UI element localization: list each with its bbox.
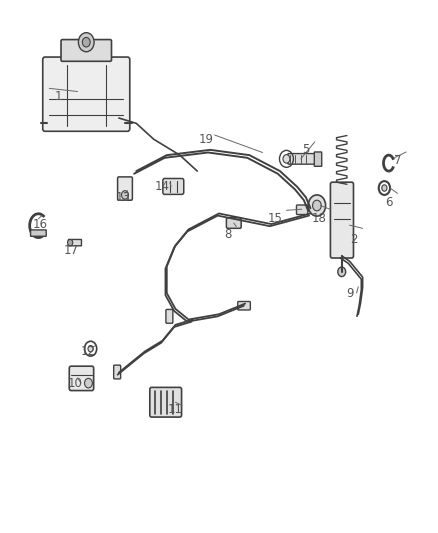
- FancyBboxPatch shape: [114, 365, 120, 379]
- Circle shape: [313, 200, 321, 211]
- FancyBboxPatch shape: [31, 230, 46, 236]
- Text: 11: 11: [168, 403, 183, 416]
- Text: 10: 10: [68, 377, 83, 390]
- Circle shape: [308, 195, 325, 216]
- Text: 18: 18: [312, 212, 327, 225]
- Circle shape: [82, 37, 90, 47]
- Circle shape: [283, 155, 290, 163]
- Text: 2: 2: [350, 233, 358, 246]
- FancyBboxPatch shape: [61, 39, 112, 61]
- Text: 12: 12: [81, 345, 96, 358]
- Circle shape: [85, 378, 92, 388]
- Text: 13: 13: [116, 191, 131, 204]
- FancyBboxPatch shape: [238, 302, 251, 310]
- Text: 7: 7: [394, 154, 401, 167]
- FancyBboxPatch shape: [166, 310, 173, 323]
- FancyBboxPatch shape: [117, 177, 132, 200]
- Text: 15: 15: [268, 212, 283, 225]
- Circle shape: [88, 345, 93, 352]
- Text: 8: 8: [224, 228, 231, 241]
- Text: 19: 19: [198, 133, 213, 146]
- FancyBboxPatch shape: [297, 205, 308, 215]
- FancyBboxPatch shape: [43, 57, 130, 131]
- Circle shape: [382, 185, 387, 191]
- FancyBboxPatch shape: [314, 152, 322, 166]
- FancyBboxPatch shape: [330, 182, 353, 258]
- FancyBboxPatch shape: [69, 366, 94, 391]
- FancyBboxPatch shape: [163, 179, 184, 195]
- Circle shape: [338, 267, 346, 277]
- Text: 16: 16: [33, 217, 48, 231]
- Circle shape: [67, 239, 73, 246]
- Circle shape: [121, 191, 128, 199]
- Text: 9: 9: [346, 287, 353, 300]
- FancyBboxPatch shape: [226, 217, 241, 228]
- FancyBboxPatch shape: [150, 387, 182, 417]
- Text: 17: 17: [64, 244, 78, 257]
- Text: 1: 1: [54, 90, 62, 103]
- Text: 14: 14: [155, 181, 170, 193]
- Circle shape: [78, 33, 94, 52]
- FancyBboxPatch shape: [68, 239, 81, 246]
- FancyBboxPatch shape: [288, 154, 320, 164]
- Text: 6: 6: [385, 196, 392, 209]
- Text: 5: 5: [302, 143, 310, 156]
